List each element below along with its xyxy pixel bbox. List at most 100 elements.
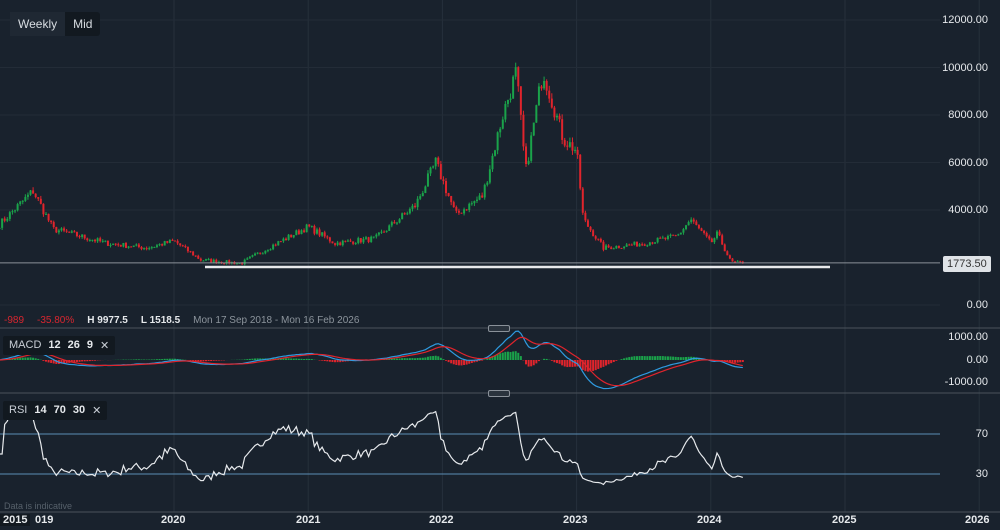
candle: [499, 128, 502, 133]
candle: [429, 167, 432, 174]
candle: [545, 80, 548, 91]
x-tick: 2015: [0, 514, 31, 526]
candle: [390, 222, 393, 226]
candle: [122, 242, 125, 247]
candle: [550, 98, 553, 108]
candle: [272, 244, 275, 250]
mid-button[interactable]: Mid: [73, 17, 93, 31]
macd-histogram-bar: [496, 353, 499, 360]
candle: [346, 240, 349, 242]
macd-histogram-bar: [574, 360, 577, 367]
candle: [197, 255, 200, 259]
macd-histogram-bar: [388, 358, 391, 360]
candle: [419, 196, 422, 199]
macd-histogram-bar: [321, 360, 324, 361]
macd-histogram-bar: [731, 360, 734, 363]
candle: [457, 210, 460, 213]
macd-histogram-bar: [586, 360, 589, 372]
candle: [326, 236, 329, 238]
candle: [638, 244, 641, 247]
candle: [127, 246, 130, 248]
macd-histogram-bar: [398, 358, 401, 360]
macd-histogram-bar: [207, 360, 210, 362]
macd-histogram-bar: [615, 360, 618, 361]
candle: [527, 160, 530, 164]
candle: [690, 219, 693, 223]
candle: [199, 258, 202, 261]
candle: [184, 246, 187, 248]
candle: [315, 229, 318, 234]
candle: [491, 155, 494, 170]
macd-histogram-bar: [55, 360, 58, 364]
candle: [395, 222, 398, 224]
candle: [181, 245, 184, 247]
macd-histogram-bar: [19, 357, 22, 360]
candle: [26, 194, 29, 197]
macd-histogram-bar: [246, 359, 249, 360]
candle: [532, 122, 535, 136]
macd-histogram-bar: [429, 356, 432, 360]
close-icon[interactable]: ✕: [100, 340, 110, 352]
macd-histogram-bar: [537, 360, 540, 362]
macd-histogram-bar: [65, 360, 68, 364]
macd-histogram-bar: [168, 358, 171, 360]
candle: [661, 237, 664, 239]
candle: [109, 244, 112, 246]
macd-histogram-bar: [331, 360, 334, 363]
macd-histogram-bar: [460, 360, 463, 366]
candle: [659, 237, 662, 239]
candle: [692, 219, 695, 222]
weekly-button[interactable]: Weekly: [10, 12, 66, 36]
candle: [424, 186, 427, 194]
candle: [589, 226, 592, 231]
macd-histogram-bar: [341, 360, 344, 362]
candle: [519, 86, 522, 115]
macd-histogram-bar: [94, 360, 97, 361]
macd-histogram-bar: [150, 359, 153, 360]
pane-resize-handle[interactable]: [488, 325, 510, 332]
macd-histogram-bar: [295, 358, 298, 360]
macd-histogram-bar: [32, 357, 35, 360]
candle: [723, 244, 726, 252]
macd-legend: MACD 12 26 9 ✕: [3, 336, 116, 355]
candle: [599, 238, 602, 242]
candle: [132, 245, 135, 247]
macd-histogram-bar: [605, 360, 608, 366]
macd-histogram-bar: [625, 357, 628, 360]
macd-histogram-bar: [525, 360, 528, 365]
candle: [703, 230, 706, 233]
candle: [679, 232, 682, 235]
macd-histogram-bar: [328, 360, 331, 362]
candle: [47, 213, 50, 221]
candle: [537, 86, 540, 106]
candle: [189, 251, 192, 253]
close-icon[interactable]: ✕: [92, 405, 102, 417]
pane-resize-handle[interactable]: [488, 390, 510, 397]
macd-histogram-bar: [623, 358, 626, 360]
macd-histogram-bar: [491, 356, 494, 360]
macd-histogram-bar: [421, 357, 424, 360]
candle: [496, 132, 499, 151]
macd-histogram-bar: [287, 358, 290, 360]
macd-histogram-bar: [336, 360, 339, 363]
macd-histogram-bar: [63, 360, 66, 364]
candle: [308, 224, 311, 227]
candle: [548, 90, 551, 99]
candle: [398, 219, 401, 223]
macd-histogram-bar: [202, 360, 205, 362]
candle: [566, 145, 569, 147]
macd-histogram-bar: [659, 356, 662, 360]
candle: [205, 259, 208, 261]
macd-histogram-bar: [504, 351, 507, 360]
macd-histogram-bar: [654, 356, 657, 360]
candle: [352, 241, 355, 244]
macd-histogram-bar: [212, 360, 215, 361]
candle: [576, 149, 579, 155]
macd-histogram-bar: [550, 360, 553, 361]
macd-histogram-bar: [728, 360, 731, 363]
candle: [119, 245, 122, 247]
candle: [143, 248, 146, 250]
candle: [530, 135, 533, 161]
macd-histogram-bar: [135, 359, 138, 360]
